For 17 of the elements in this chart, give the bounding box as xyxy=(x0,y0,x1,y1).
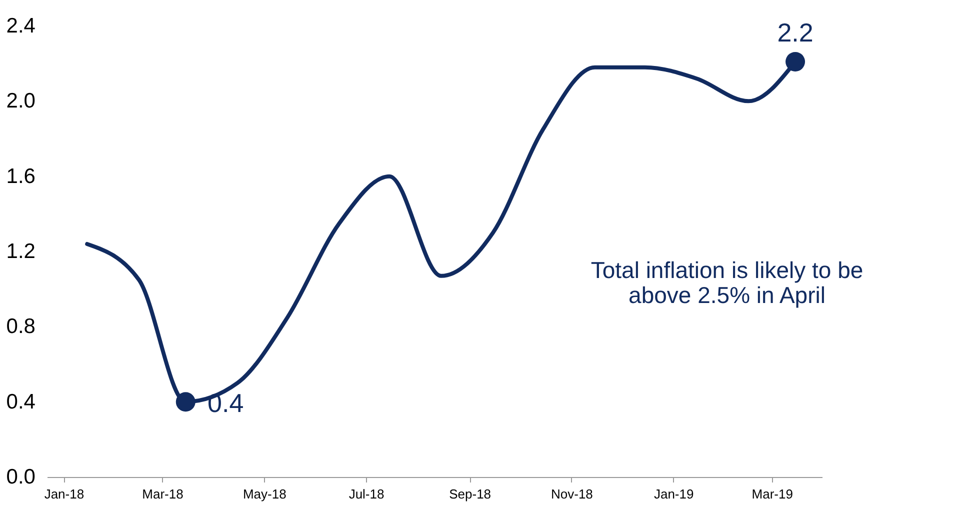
x-tick-label: Mar-18 xyxy=(142,486,184,502)
x-tick-label: Jan-18 xyxy=(44,486,84,502)
annotation: Total inflation is likely to be above 2.5% in April xyxy=(590,257,864,308)
y-tick-label: 0.0 xyxy=(6,466,36,488)
x-tick-label: Jan-19 xyxy=(654,486,694,502)
y-tick-label: 1.2 xyxy=(6,240,36,263)
x-tick-label: Sep-18 xyxy=(449,486,492,502)
x-tick-label: Mar-19 xyxy=(752,486,793,502)
y-tick-label: 2.4 xyxy=(6,14,36,38)
x-tick-label: Nov-18 xyxy=(551,486,593,502)
x-tick-label: Jul-18 xyxy=(348,486,384,502)
y-tick-label: 0.8 xyxy=(6,315,36,338)
y-tick-label: 2.0 xyxy=(6,90,36,113)
y-tick-label: 1.6 xyxy=(6,164,36,188)
data-label: 2.2 xyxy=(777,18,814,48)
x-tick-label: May-18 xyxy=(242,486,286,502)
y-tick-label: 0.4 xyxy=(6,390,36,414)
